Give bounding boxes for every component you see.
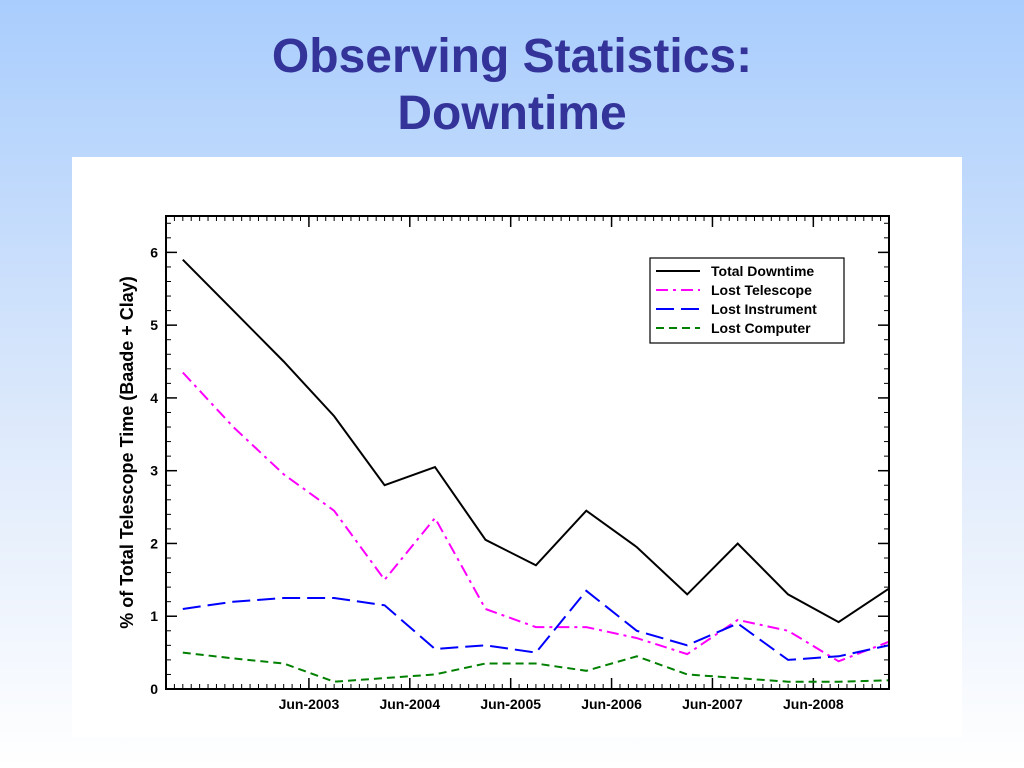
downtime-chart: Jun-2003 Jun-2004 Jun-2005 Jun-2006 Jun-2007… — [117, 215, 890, 712]
legend-label: Total Downtime — [711, 263, 814, 279]
tick-labels: Jun-2003 Jun-2004 Jun-2005 Jun-2006 Jun-2007… — [150, 244, 844, 712]
x-tick-label: Jun-2005 — [480, 696, 541, 712]
y-tick-label: 0 — [150, 681, 158, 697]
legend-label: Lost Telescope — [711, 282, 812, 298]
plot-frame — [165, 215, 890, 690]
legend: Total Downtime Lost Telescope Lost Instrum… — [649, 257, 845, 344]
series-line-total-downtime — [182, 258, 890, 624]
series-lines — [182, 258, 890, 683]
slide-title-line-2: Downtime — [397, 87, 627, 140]
x-tick-label: Jun-2003 — [279, 696, 340, 712]
y-tick-label: 1 — [150, 608, 158, 624]
chart-panel: Jun-2003 Jun-2004 Jun-2005 Jun-2006 Jun-2007… — [72, 157, 962, 737]
x-tick-label: Jun-2006 — [581, 696, 642, 712]
legend-label: Lost Instrument — [711, 301, 817, 317]
x-tick-label: Jun-2004 — [379, 696, 440, 712]
y-tick-label: 2 — [150, 535, 158, 551]
legend-label: Lost Computer — [711, 320, 811, 336]
y-tick-label: 3 — [150, 463, 158, 479]
slide-title-line-1: Observing Statistics: — [271, 30, 753, 83]
series-line-lost-computer — [182, 651, 890, 683]
y-tick-label: 6 — [150, 244, 158, 260]
x-tick-label: Jun-2008 — [783, 696, 844, 712]
series-line-lost-telescope — [182, 371, 890, 663]
y-tick-label: 5 — [150, 317, 158, 333]
y-tick-label: 4 — [150, 390, 158, 406]
series-line-lost-instrument — [182, 589, 890, 661]
y-axis-label: % of Total Telescope Time (Baade + Clay) — [117, 276, 137, 629]
slide-title: Observing Statistics: Downtime — [0, 28, 1024, 142]
x-tick-label: Jun-2007 — [682, 696, 743, 712]
